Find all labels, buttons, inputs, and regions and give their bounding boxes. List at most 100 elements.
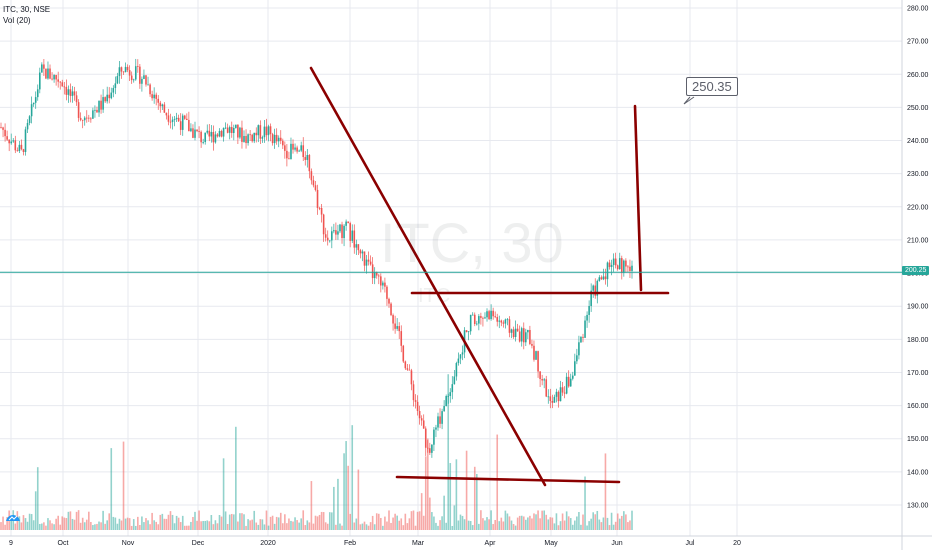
candle-body: [400, 331, 403, 346]
candle-body: [188, 120, 190, 132]
candle-body: [275, 134, 278, 142]
volume-bar: [155, 521, 157, 530]
candle-body: [145, 75, 147, 85]
candle-body: [406, 368, 409, 370]
volume-bar: [478, 523, 480, 530]
volume-bar: [424, 456, 427, 530]
candle-body: [578, 342, 580, 356]
watermark-main: ITC, 30: [380, 211, 564, 274]
volume-bar: [561, 513, 564, 530]
y-tick-label: 160.00: [907, 403, 929, 410]
price-callout[interactable]: 250.35: [686, 77, 738, 96]
trendline-1[interactable]: [309, 66, 547, 487]
volume-bar: [292, 521, 294, 530]
candle-body: [8, 139, 10, 144]
y-tick-label: 280.00: [907, 6, 929, 13]
y-tick-label: 220.00: [907, 204, 929, 211]
candle-body: [361, 251, 364, 254]
volume-bar: [247, 519, 249, 530]
volume-bar: [531, 518, 533, 530]
candle-body: [512, 329, 515, 337]
volume-bar: [190, 521, 192, 530]
volume-bar: [473, 466, 476, 530]
volume-bar: [282, 523, 284, 530]
volume-bar: [253, 510, 256, 530]
candle-body: [183, 115, 186, 119]
candle-body: [167, 115, 170, 122]
candle-body: [120, 67, 123, 72]
candle-body: [559, 387, 562, 402]
volume-bar: [463, 519, 466, 530]
candle-body: [533, 345, 535, 360]
candle-body: [359, 250, 362, 254]
volume-bar: [38, 523, 41, 530]
volume-bar: [555, 513, 558, 530]
candle-body: [355, 244, 358, 248]
candle-body: [130, 75, 133, 81]
volume-bar: [435, 522, 437, 530]
volume-bar: [2, 516, 4, 530]
x-tick-label: 9: [9, 540, 13, 547]
volume-bar: [318, 514, 321, 530]
volume-bar: [461, 515, 464, 530]
volume-bar: [469, 521, 472, 530]
candle-body: [451, 384, 454, 393]
candle-body: [304, 157, 307, 160]
volume-bar: [357, 469, 360, 530]
volume-bar: [335, 524, 337, 530]
candle-body: [90, 118, 92, 120]
volume-bar: [251, 519, 253, 530]
candle-body: [586, 314, 588, 321]
volume-bar: [592, 512, 595, 530]
volume-bar: [482, 518, 484, 530]
volume-bar: [388, 510, 390, 530]
trendline-3[interactable]: [395, 475, 621, 484]
volume-bar: [263, 524, 266, 530]
volume-bar: [147, 520, 149, 530]
candle-body: [273, 134, 276, 144]
candle-body: [271, 134, 274, 144]
x-tick-label: Mar: [412, 540, 425, 547]
volume-bar: [549, 517, 552, 530]
volume-bar: [151, 512, 153, 530]
candle-body: [300, 145, 302, 151]
candle-body: [194, 129, 196, 138]
candle-body: [290, 143, 292, 159]
candle-body: [616, 265, 619, 270]
candle-body: [353, 230, 356, 248]
trendline-4[interactable]: [633, 104, 643, 292]
candle-body: [498, 320, 501, 322]
candle-body: [598, 277, 601, 281]
candle-body: [235, 124, 237, 128]
tradingview-logo-icon[interactable]: [5, 512, 21, 522]
volume-bar: [502, 521, 505, 530]
candle-body: [476, 323, 478, 325]
candle-body: [571, 375, 574, 379]
volume-bar: [175, 515, 178, 530]
candle-body: [132, 79, 135, 81]
candle-body: [41, 64, 43, 73]
volume-bar: [429, 497, 431, 530]
volume-bar: [141, 516, 143, 530]
volume-bar: [375, 513, 378, 530]
volume-bar: [43, 522, 45, 530]
candle-body: [171, 119, 174, 122]
volume-bar: [455, 459, 458, 530]
volume-bar: [608, 525, 611, 530]
y-tick-label: 240.00: [907, 138, 929, 145]
volume-bar: [77, 510, 80, 530]
candle-body: [43, 64, 45, 69]
candle-body: [302, 145, 305, 158]
candle-body: [449, 392, 452, 396]
candle-body: [600, 277, 603, 280]
candle-body: [328, 240, 331, 242]
volume-bar: [627, 522, 629, 530]
candle-body: [482, 317, 484, 319]
volume-bar: [476, 473, 478, 530]
candle-body: [422, 420, 425, 429]
volume-bar: [69, 511, 72, 530]
volume-bar: [245, 525, 247, 530]
volume-bar: [588, 521, 590, 530]
